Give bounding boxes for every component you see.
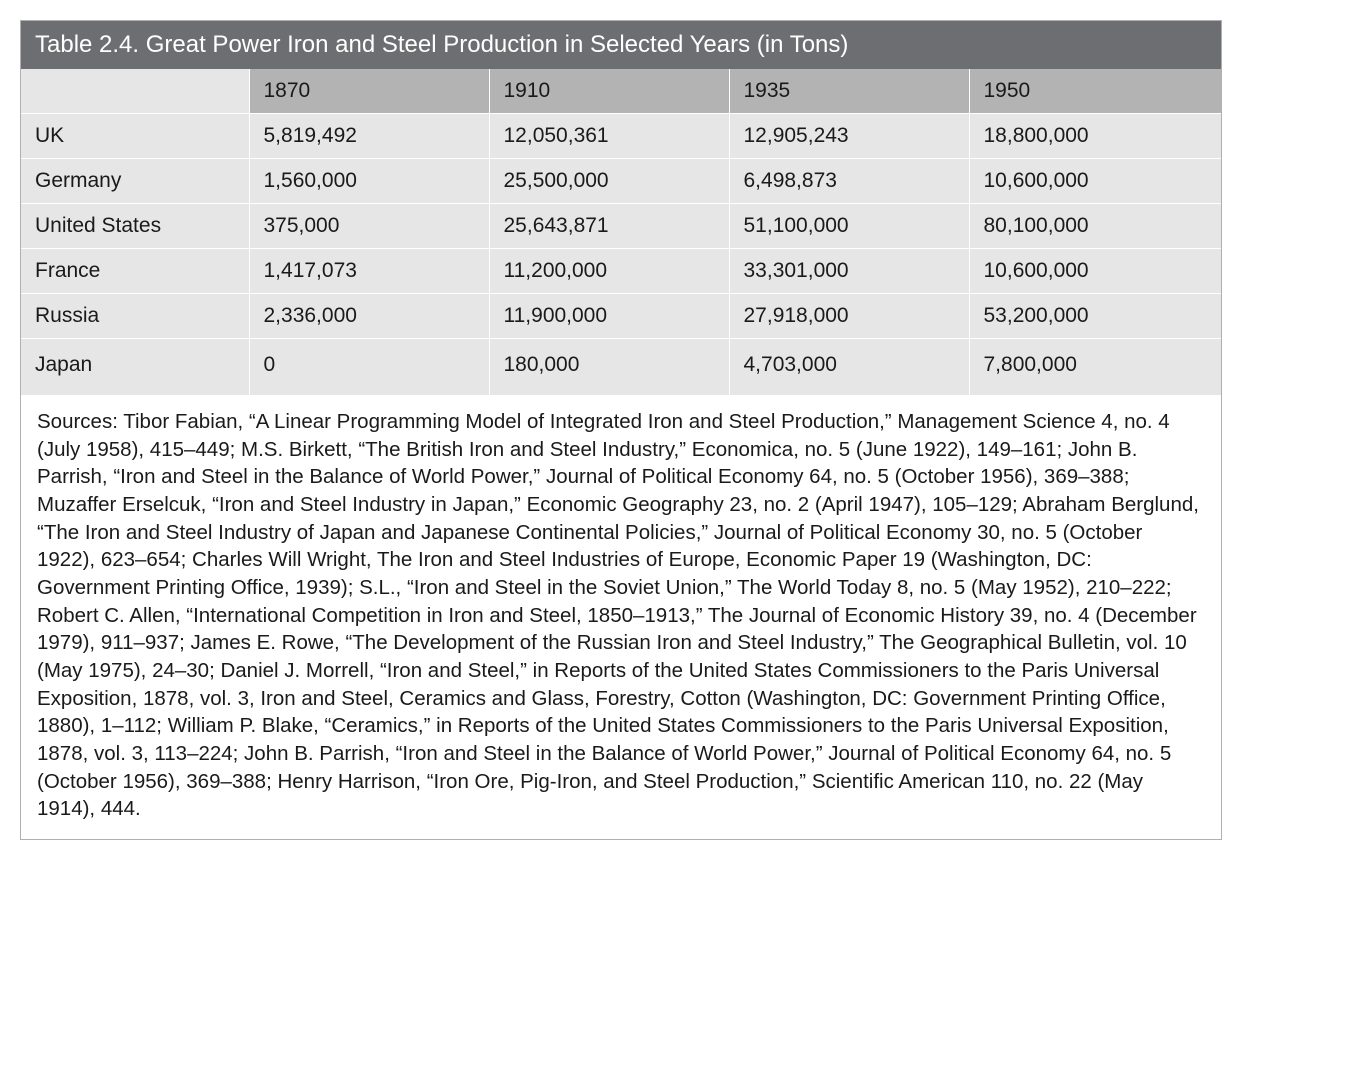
col-header: 1910 xyxy=(489,69,729,114)
table-row: Russia 2,336,000 11,900,000 27,918,000 5… xyxy=(21,294,1221,339)
cell: 180,000 xyxy=(489,339,729,396)
cell: 0 xyxy=(249,339,489,396)
sources-text: Sources: Tibor Fabian, “A Linear Program… xyxy=(21,396,1221,839)
table-row: Japan 0 180,000 4,703,000 7,800,000 xyxy=(21,339,1221,396)
cell: United States xyxy=(21,204,249,249)
cell: 25,500,000 xyxy=(489,159,729,204)
cell: 33,301,000 xyxy=(729,249,969,294)
cell: 27,918,000 xyxy=(729,294,969,339)
data-table: 1870 1910 1935 1950 UK 5,819,492 12,050,… xyxy=(21,69,1221,396)
cell: 80,100,000 xyxy=(969,204,1221,249)
col-header: 1935 xyxy=(729,69,969,114)
table-row: Germany 1,560,000 25,500,000 6,498,873 1… xyxy=(21,159,1221,204)
table-container: Table 2.4. Great Power Iron and Steel Pr… xyxy=(20,20,1222,840)
cell: 53,200,000 xyxy=(969,294,1221,339)
cell: Russia xyxy=(21,294,249,339)
table-title: Table 2.4. Great Power Iron and Steel Pr… xyxy=(21,21,1221,69)
col-header: 1870 xyxy=(249,69,489,114)
cell: 2,336,000 xyxy=(249,294,489,339)
cell: 51,100,000 xyxy=(729,204,969,249)
cell: Japan xyxy=(21,339,249,396)
header-row: 1870 1910 1935 1950 xyxy=(21,69,1221,114)
cell: 12,050,361 xyxy=(489,114,729,159)
cell: 4,703,000 xyxy=(729,339,969,396)
cell: 1,417,073 xyxy=(249,249,489,294)
cell: 10,600,000 xyxy=(969,159,1221,204)
cell: 25,643,871 xyxy=(489,204,729,249)
cell: 5,819,492 xyxy=(249,114,489,159)
cell: 1,560,000 xyxy=(249,159,489,204)
cell: France xyxy=(21,249,249,294)
cell: UK xyxy=(21,114,249,159)
cell: 18,800,000 xyxy=(969,114,1221,159)
col-header: 1950 xyxy=(969,69,1221,114)
cell: 375,000 xyxy=(249,204,489,249)
cell: 6,498,873 xyxy=(729,159,969,204)
table-row: United States 375,000 25,643,871 51,100,… xyxy=(21,204,1221,249)
col-header xyxy=(21,69,249,114)
cell: 7,800,000 xyxy=(969,339,1221,396)
cell: 12,905,243 xyxy=(729,114,969,159)
cell: Germany xyxy=(21,159,249,204)
table-row: France 1,417,073 11,200,000 33,301,000 1… xyxy=(21,249,1221,294)
table-row: UK 5,819,492 12,050,361 12,905,243 18,80… xyxy=(21,114,1221,159)
table-head: 1870 1910 1935 1950 xyxy=(21,69,1221,114)
cell: 11,900,000 xyxy=(489,294,729,339)
table-body: UK 5,819,492 12,050,361 12,905,243 18,80… xyxy=(21,114,1221,396)
cell: 11,200,000 xyxy=(489,249,729,294)
cell: 10,600,000 xyxy=(969,249,1221,294)
